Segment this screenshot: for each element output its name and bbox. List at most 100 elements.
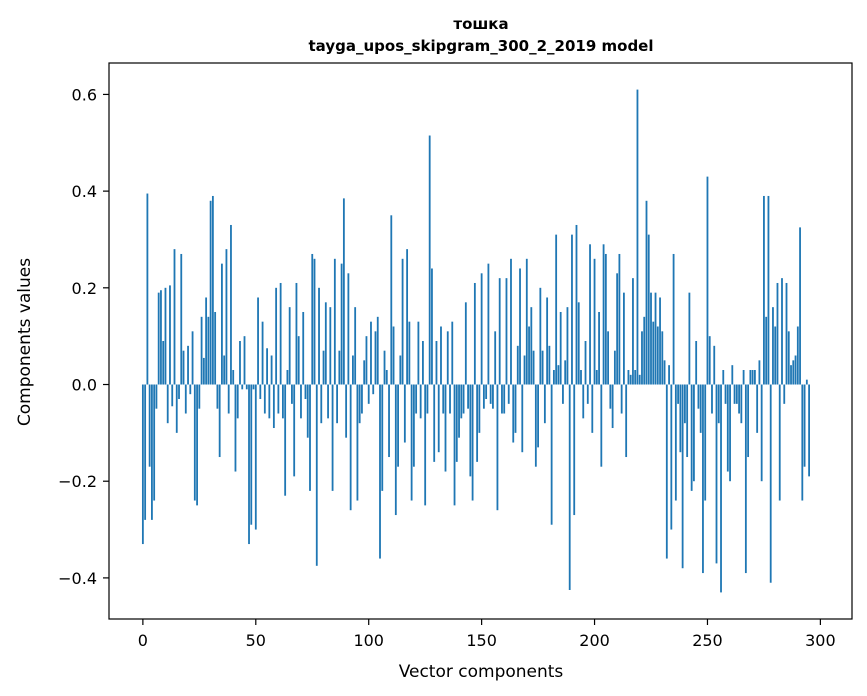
- bar-71: [302, 311, 305, 385]
- bar-40: [232, 370, 235, 385]
- bar-229: [659, 297, 661, 385]
- bar-230: [661, 331, 664, 385]
- bar-50: [254, 384, 257, 530]
- bar-244: [693, 384, 695, 482]
- bar-197: [586, 384, 589, 404]
- y-tick-label: 0.6: [72, 85, 97, 104]
- bar-288: [792, 360, 795, 385]
- bar-182: [552, 370, 555, 385]
- bar-68: [295, 282, 298, 385]
- bar-268: [747, 384, 750, 458]
- bar-63: [284, 384, 287, 496]
- bar-22: [191, 331, 194, 385]
- y-axis: −0.4 −0.2 0.0 0.2 0.4 0.6: [58, 85, 109, 588]
- bar-248: [702, 384, 704, 574]
- bar-45: [243, 336, 246, 385]
- bar-222: [643, 316, 646, 385]
- bar-257: [722, 370, 725, 385]
- bar-174: [534, 384, 537, 467]
- bar-106: [381, 384, 384, 491]
- bar-5: [153, 384, 156, 501]
- bar-84: [331, 384, 334, 491]
- bar-209: [613, 350, 616, 385]
- bar-171: [528, 326, 530, 385]
- bar-20: [187, 345, 189, 385]
- bar-122: [417, 321, 420, 385]
- bar-283: [781, 278, 783, 385]
- bar-246: [697, 384, 700, 409]
- bar-160: [503, 384, 506, 414]
- bar-147: [473, 282, 476, 385]
- bar-272: [756, 384, 759, 433]
- bar-206: [607, 331, 609, 385]
- bar-39: [230, 224, 232, 385]
- bar-162: [507, 384, 510, 404]
- bar-46: [245, 384, 248, 390]
- bar-266: [742, 370, 745, 385]
- bar-143: [464, 302, 467, 385]
- y-tick-label: −0.2: [58, 472, 97, 491]
- bar-284: [783, 384, 786, 404]
- bar-54: [263, 384, 266, 414]
- bar-105: [379, 384, 381, 559]
- chart-subtitle: tayga_upos_skipgram_300_2_2019 model: [309, 37, 654, 55]
- bar-218: [634, 370, 637, 385]
- bar-223: [645, 200, 648, 385]
- bar-280: [774, 326, 777, 385]
- bar-228: [656, 326, 659, 385]
- bar-series: [141, 89, 810, 593]
- bar-282: [778, 384, 781, 501]
- bar-90: [345, 384, 348, 438]
- bar-124: [422, 341, 424, 385]
- bar-159: [501, 384, 503, 414]
- bar-87: [338, 350, 341, 385]
- bar-269: [749, 370, 752, 385]
- bar-219: [636, 89, 639, 385]
- bar-193: [577, 302, 580, 385]
- bar-58: [272, 384, 275, 429]
- bar-142: [462, 384, 465, 414]
- bar-103: [374, 331, 377, 385]
- bar-44: [241, 384, 244, 390]
- bar-13: [171, 384, 174, 407]
- bar-115: [401, 258, 404, 385]
- bar-263: [735, 384, 738, 404]
- bar-70: [300, 384, 302, 419]
- x-tick-label: 150: [466, 631, 497, 650]
- bar-217: [632, 278, 634, 385]
- bar-57: [270, 355, 273, 385]
- x-tick-label: 200: [579, 631, 610, 650]
- bar-259: [726, 384, 729, 472]
- bar-198: [589, 244, 591, 385]
- bar-233: [668, 365, 670, 385]
- bar-278: [769, 384, 772, 583]
- bar-188: [566, 307, 569, 385]
- bar-191: [573, 384, 576, 516]
- bar-8: [160, 290, 162, 385]
- bar-38: [227, 384, 230, 414]
- bar-148: [476, 384, 479, 462]
- bar-252: [711, 384, 713, 414]
- bar-279: [772, 307, 774, 385]
- bar-101: [370, 321, 372, 385]
- bar-253: [713, 345, 716, 385]
- bar-157: [496, 384, 499, 511]
- bar-240: [683, 384, 686, 424]
- bar-75: [311, 253, 314, 385]
- bar-202: [598, 311, 600, 385]
- bar-196: [584, 341, 587, 385]
- bar-144: [467, 384, 469, 409]
- bar-247: [699, 384, 702, 433]
- bar-118: [408, 321, 411, 385]
- bar-125: [424, 384, 427, 506]
- bar-234: [670, 384, 673, 530]
- bar-104: [376, 316, 379, 385]
- bar-256: [720, 384, 722, 593]
- bar-119: [410, 384, 413, 501]
- bar-245: [695, 341, 698, 385]
- bar-19: [184, 384, 187, 414]
- bar-52: [259, 384, 262, 400]
- bar-290: [796, 326, 799, 385]
